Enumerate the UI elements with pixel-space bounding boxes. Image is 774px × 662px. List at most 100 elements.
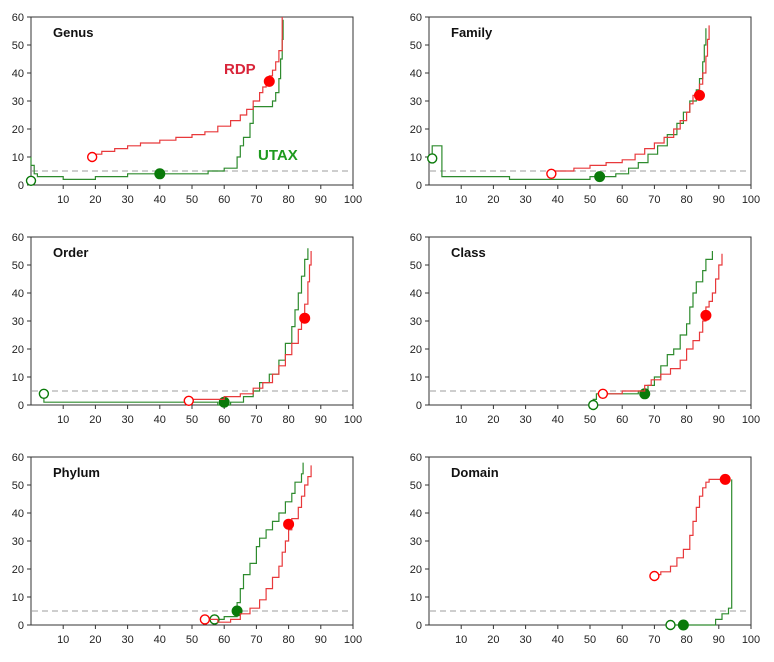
utax-line xyxy=(670,479,733,626)
x-tick-label: 100 xyxy=(742,634,760,646)
x-tick-label: 80 xyxy=(680,414,692,426)
x-tick-label: 50 xyxy=(584,194,596,206)
x-tick-label: 100 xyxy=(344,194,362,206)
rdp-label: RDP xyxy=(224,61,256,78)
y-tick-label: 60 xyxy=(12,232,24,244)
y-tick-label: 40 xyxy=(410,68,422,80)
plot-frame xyxy=(428,236,752,406)
y-tick-label: 60 xyxy=(12,452,24,464)
x-tick-label: 100 xyxy=(742,194,760,206)
y-tick-label: 40 xyxy=(410,508,422,520)
x-tick-label: 10 xyxy=(455,414,467,426)
y-tick-label: 20 xyxy=(12,564,24,576)
x-tick-label: 80 xyxy=(680,634,692,646)
rdp-filled-marker xyxy=(719,473,731,485)
x-tick-label: 90 xyxy=(315,414,327,426)
rdp-filled-marker xyxy=(263,75,275,87)
utax-open-marker xyxy=(665,619,676,631)
rdp-line xyxy=(550,25,710,174)
x-tick-label: 80 xyxy=(282,634,294,646)
utax-filled-marker xyxy=(594,171,606,183)
rdp-open-marker xyxy=(649,570,660,582)
rdp-filled-marker xyxy=(299,312,311,324)
utax-line xyxy=(214,462,304,621)
plot-frame xyxy=(30,16,354,186)
x-tick-label: 20 xyxy=(89,634,101,646)
x-tick-label: 80 xyxy=(680,194,692,206)
rdp-open-marker xyxy=(546,168,557,180)
x-tick-label: 80 xyxy=(282,414,294,426)
x-tick-label: 30 xyxy=(519,194,531,206)
y-tick-label: 40 xyxy=(12,68,24,80)
x-tick-label: 70 xyxy=(250,194,262,206)
y-tick-label: 0 xyxy=(416,620,422,632)
y-tick-label: 30 xyxy=(12,536,24,548)
x-tick-label: 40 xyxy=(154,194,166,206)
x-tick-label: 70 xyxy=(648,414,660,426)
y-tick-label: 0 xyxy=(18,180,24,192)
panel-title: Phylum xyxy=(53,465,100,480)
y-tick-label: 0 xyxy=(416,180,422,192)
x-tick-label: 50 xyxy=(186,634,198,646)
utax-line xyxy=(431,28,707,180)
y-tick-label: 20 xyxy=(12,124,24,136)
utax-line xyxy=(30,19,284,180)
x-tick-label: 70 xyxy=(648,634,660,646)
x-tick-label: 60 xyxy=(616,634,628,646)
y-tick-label: 40 xyxy=(410,288,422,300)
rdp-open-marker xyxy=(183,395,194,406)
x-tick-label: 60 xyxy=(616,414,628,426)
x-tick-label: 20 xyxy=(487,194,499,206)
plot-frame xyxy=(30,456,354,626)
panel-domain: 0 10 20 30 40 50 60 10 20 30 40 50 60 70 80 90 100 Domain xyxy=(410,452,760,646)
x-tick-label: 30 xyxy=(519,634,531,646)
x-tick-label: 60 xyxy=(218,634,230,646)
y-tick-label: 50 xyxy=(410,40,422,52)
y-tick-label: 10 xyxy=(12,152,24,164)
x-tick-label: 50 xyxy=(584,414,596,426)
y-tick-label: 10 xyxy=(410,592,422,604)
rdp-line xyxy=(602,253,723,395)
x-tick-label: 100 xyxy=(344,634,362,646)
rdp-line xyxy=(91,17,283,157)
x-tick-label: 60 xyxy=(218,414,230,426)
rdp-open-marker xyxy=(597,388,609,399)
y-tick-label: 60 xyxy=(410,232,422,244)
x-tick-label: 90 xyxy=(315,634,327,646)
y-tick-label: 20 xyxy=(12,344,24,356)
utax-open-marker xyxy=(25,175,37,187)
y-tick-label: 10 xyxy=(12,592,24,604)
panel-phylum: 0 10 20 30 40 50 60 10 20 30 40 50 60 70 80 90 100 Phylum xyxy=(12,452,362,646)
panel-family: 0 10 20 30 40 50 60 10 20 30 40 50 60 70 80 90 100 Family xyxy=(410,12,760,206)
panel-title: Domain xyxy=(451,465,499,480)
rdp-line xyxy=(188,251,312,401)
x-tick-label: 40 xyxy=(552,194,564,206)
x-tick-label: 60 xyxy=(218,194,230,206)
utax-open-marker xyxy=(588,399,599,411)
x-tick-label: 60 xyxy=(616,194,628,206)
y-tick-label: 0 xyxy=(416,400,422,412)
y-tick-label: 30 xyxy=(410,96,422,108)
x-tick-label: 90 xyxy=(713,194,725,206)
y-tick-label: 50 xyxy=(12,260,24,272)
x-tick-label: 90 xyxy=(713,414,725,426)
x-tick-label: 30 xyxy=(519,414,531,426)
x-tick-label: 10 xyxy=(57,414,69,426)
x-tick-label: 70 xyxy=(250,414,262,426)
y-tick-label: 60 xyxy=(12,12,24,24)
y-tick-label: 60 xyxy=(410,12,422,24)
y-tick-label: 20 xyxy=(410,564,422,576)
plot-frame xyxy=(30,236,354,406)
y-tick-label: 10 xyxy=(410,152,422,164)
x-tick-label: 50 xyxy=(584,634,596,646)
x-tick-label: 30 xyxy=(121,414,133,426)
y-tick-label: 30 xyxy=(410,316,422,328)
panel-title: Family xyxy=(451,25,493,40)
x-tick-label: 90 xyxy=(713,634,725,646)
y-tick-label: 50 xyxy=(410,480,422,492)
y-tick-label: 50 xyxy=(410,260,422,272)
x-tick-label: 20 xyxy=(487,414,499,426)
y-tick-label: 30 xyxy=(410,536,422,548)
utax-filled-marker xyxy=(677,619,689,631)
